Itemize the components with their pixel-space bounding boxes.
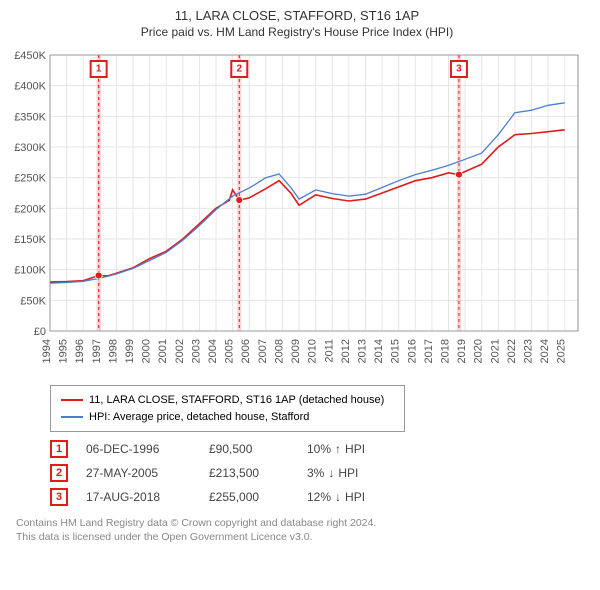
svg-text:2024: 2024: [539, 339, 551, 363]
svg-text:2023: 2023: [523, 339, 535, 363]
svg-text:2021: 2021: [489, 339, 501, 363]
svg-text:2006: 2006: [240, 339, 252, 363]
svg-text:1998: 1998: [107, 339, 119, 363]
chart-subtitle: Price paid vs. HM Land Registry's House …: [6, 25, 588, 39]
svg-text:1995: 1995: [58, 339, 70, 363]
chart-title: 11, LARA CLOSE, STAFFORD, ST16 1AP: [6, 8, 588, 23]
legend-swatch: [61, 416, 83, 418]
svg-text:2005: 2005: [224, 339, 236, 363]
svg-text:2004: 2004: [207, 339, 219, 363]
legend-item: HPI: Average price, detached house, Staf…: [61, 409, 394, 426]
svg-text:2007: 2007: [257, 339, 269, 363]
svg-text:2002: 2002: [174, 339, 186, 363]
svg-text:2012: 2012: [340, 339, 352, 363]
svg-text:2017: 2017: [423, 339, 435, 363]
legend: 11, LARA CLOSE, STAFFORD, ST16 1AP (deta…: [50, 385, 405, 432]
footer-line1: Contains HM Land Registry data © Crown c…: [16, 516, 588, 530]
svg-text:2011: 2011: [323, 339, 335, 363]
svg-text:£250K: £250K: [14, 173, 46, 185]
event-date: 17-AUG-2018: [86, 490, 191, 504]
svg-text:2010: 2010: [307, 339, 319, 363]
svg-text:1994: 1994: [41, 339, 53, 363]
svg-text:2009: 2009: [290, 339, 302, 363]
footer-attribution: Contains HM Land Registry data © Crown c…: [16, 516, 588, 544]
svg-text:2015: 2015: [390, 339, 402, 363]
svg-text:1997: 1997: [91, 339, 103, 363]
svg-text:£150K: £150K: [14, 234, 46, 246]
svg-text:2000: 2000: [141, 339, 153, 363]
footer-line2: This data is licensed under the Open Gov…: [16, 530, 588, 544]
sale-event-row: 3 17-AUG-2018 £255,000 12%↓HPI: [50, 488, 588, 506]
svg-text:2008: 2008: [273, 339, 285, 363]
svg-text:2: 2: [237, 64, 243, 75]
event-price: £255,000: [209, 490, 289, 504]
event-delta: 10%↑HPI: [307, 442, 365, 456]
svg-text:£100K: £100K: [14, 265, 46, 277]
event-date: 06-DEC-1996: [86, 442, 191, 456]
event-date: 27-MAY-2005: [86, 466, 191, 480]
svg-text:£350K: £350K: [14, 111, 46, 123]
sale-event-row: 1 06-DEC-1996 £90,500 10%↑HPI: [50, 440, 588, 458]
chart-title-block: 11, LARA CLOSE, STAFFORD, ST16 1AP Price…: [6, 8, 588, 39]
svg-text:£200K: £200K: [14, 203, 46, 215]
svg-text:£50K: £50K: [20, 295, 46, 307]
event-marker: 2: [50, 464, 68, 482]
legend-label: 11, LARA CLOSE, STAFFORD, ST16 1AP (deta…: [89, 392, 384, 409]
svg-text:3: 3: [456, 64, 462, 75]
svg-text:2018: 2018: [439, 339, 451, 363]
svg-text:1999: 1999: [124, 339, 136, 363]
svg-text:2003: 2003: [190, 339, 202, 363]
svg-text:2016: 2016: [406, 339, 418, 363]
legend-label: HPI: Average price, detached house, Staf…: [89, 409, 309, 426]
sale-events-table: 1 06-DEC-1996 £90,500 10%↑HPI 2 27-MAY-2005 £2…: [50, 440, 588, 506]
sale-event-row: 2 27-MAY-2005 £213,500 3%↓HPI: [50, 464, 588, 482]
svg-text:2019: 2019: [456, 339, 468, 363]
legend-swatch: [61, 399, 83, 401]
svg-text:2001: 2001: [157, 339, 169, 363]
svg-text:2025: 2025: [556, 339, 568, 363]
svg-text:2013: 2013: [356, 339, 368, 363]
svg-text:£300K: £300K: [14, 142, 46, 154]
svg-text:2014: 2014: [373, 339, 385, 363]
event-delta: 12%↓HPI: [307, 490, 365, 504]
legend-item: 11, LARA CLOSE, STAFFORD, ST16 1AP (deta…: [61, 392, 394, 409]
event-marker: 3: [50, 488, 68, 506]
event-marker: 1: [50, 440, 68, 458]
svg-text:1996: 1996: [74, 339, 86, 363]
svg-text:£400K: £400K: [14, 81, 46, 93]
event-price: £90,500: [209, 442, 289, 456]
svg-text:2022: 2022: [506, 339, 518, 363]
event-price: £213,500: [209, 466, 289, 480]
event-delta: 3%↓HPI: [307, 466, 358, 480]
svg-text:2020: 2020: [473, 339, 485, 363]
svg-text:£450K: £450K: [14, 50, 46, 62]
chart-area: £0 £50K £100K £150K £200K £250K £300K £350K £400…: [6, 49, 588, 379]
svg-text:1: 1: [96, 64, 102, 75]
svg-text:£0: £0: [34, 326, 46, 338]
line-chart: £0 £50K £100K £150K £200K £250K £300K £350K £400…: [6, 49, 586, 379]
